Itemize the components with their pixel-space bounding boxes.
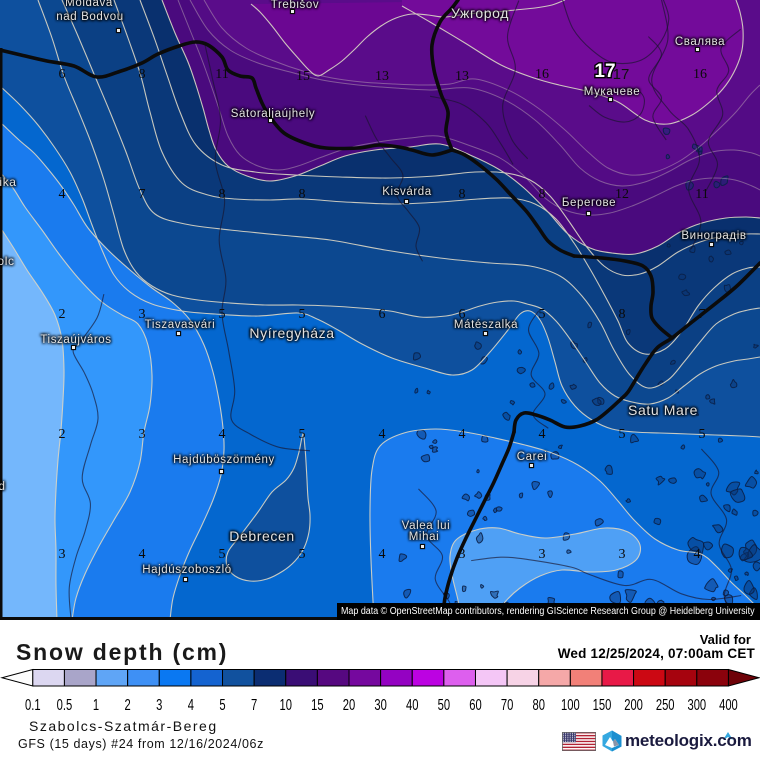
svg-text:250: 250 — [656, 695, 675, 714]
svg-text:8: 8 — [459, 187, 466, 202]
svg-text:4: 4 — [219, 427, 226, 442]
svg-text:30: 30 — [374, 695, 387, 714]
svg-text:2: 2 — [59, 427, 66, 442]
svg-text:16: 16 — [535, 67, 549, 82]
svg-text:7: 7 — [251, 695, 257, 714]
svg-text:6: 6 — [459, 307, 466, 322]
svg-text:20: 20 — [343, 695, 356, 714]
svg-text:2: 2 — [59, 307, 66, 322]
svg-text:5: 5 — [219, 307, 226, 322]
svg-text:8: 8 — [619, 307, 626, 322]
svg-text:3: 3 — [619, 547, 626, 562]
svg-text:5: 5 — [619, 427, 626, 442]
svg-text:3: 3 — [459, 547, 466, 562]
svg-text:8: 8 — [539, 187, 546, 202]
svg-text:4: 4 — [59, 187, 66, 202]
svg-text:3: 3 — [139, 427, 146, 442]
svg-text:6: 6 — [59, 67, 66, 82]
svg-text:16: 16 — [693, 67, 707, 82]
svg-text:50: 50 — [438, 695, 451, 714]
svg-text:4: 4 — [188, 695, 194, 714]
svg-text:4: 4 — [379, 547, 386, 562]
svg-text:3: 3 — [539, 547, 546, 562]
svg-text:40: 40 — [406, 695, 419, 714]
svg-text:60: 60 — [469, 695, 482, 714]
svg-text:13: 13 — [455, 69, 469, 84]
svg-text:7: 7 — [139, 187, 146, 202]
svg-text:5: 5 — [299, 427, 306, 442]
svg-text:15: 15 — [296, 69, 310, 84]
svg-text:17: 17 — [594, 61, 615, 82]
svg-text:5: 5 — [219, 695, 225, 714]
svg-text:15: 15 — [311, 695, 324, 714]
svg-text:0.1: 0.1 — [25, 695, 41, 714]
svg-text:4: 4 — [139, 547, 146, 562]
svg-text:4: 4 — [459, 427, 466, 442]
svg-text:100: 100 — [561, 695, 580, 714]
svg-text:150: 150 — [593, 695, 612, 714]
svg-text:70: 70 — [501, 695, 514, 714]
svg-text:17: 17 — [613, 66, 630, 83]
svg-text:5: 5 — [299, 547, 306, 562]
svg-text:11: 11 — [215, 67, 228, 82]
svg-text:8: 8 — [139, 67, 146, 82]
svg-text:3: 3 — [156, 695, 162, 714]
svg-text:80: 80 — [532, 695, 545, 714]
svg-text:10: 10 — [280, 695, 293, 714]
svg-text:200: 200 — [624, 695, 643, 714]
svg-text:4: 4 — [694, 547, 701, 562]
svg-text:2: 2 — [125, 695, 131, 714]
svg-text:5: 5 — [699, 427, 706, 442]
svg-text:6: 6 — [379, 307, 386, 322]
svg-text:5: 5 — [219, 547, 226, 562]
svg-text:3: 3 — [59, 547, 66, 562]
svg-text:8: 8 — [219, 187, 226, 202]
svg-text:8: 8 — [299, 187, 306, 202]
svg-text:1: 1 — [93, 695, 99, 714]
svg-text:12: 12 — [615, 187, 629, 202]
svg-text:11: 11 — [695, 187, 708, 202]
svg-text:300: 300 — [687, 695, 706, 714]
svg-text:7: 7 — [699, 307, 706, 322]
svg-text:5: 5 — [299, 307, 306, 322]
svg-text:400: 400 — [719, 695, 738, 714]
svg-text:13: 13 — [375, 69, 389, 84]
svg-text:0.5: 0.5 — [57, 695, 73, 714]
svg-text:4: 4 — [539, 427, 546, 442]
svg-text:3: 3 — [139, 307, 146, 322]
svg-text:5: 5 — [539, 307, 546, 322]
svg-text:4: 4 — [379, 427, 386, 442]
